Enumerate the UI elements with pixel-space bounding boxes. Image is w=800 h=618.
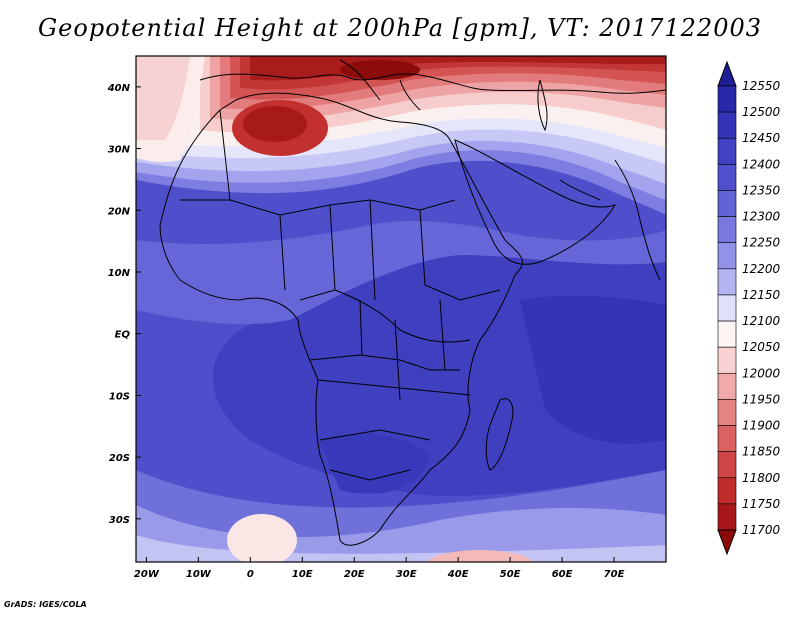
colorbar-label: 12150 — [742, 288, 781, 302]
colorbar-label: 12200 — [742, 262, 781, 276]
colorbar-swatch — [717, 425, 737, 452]
colorbar-label: 12350 — [742, 183, 781, 197]
lat-tick-label: 20N — [108, 206, 131, 217]
lat-tick-label: 40N — [107, 83, 131, 94]
colorbar-swatch — [717, 372, 737, 400]
colorbar-label: 11950 — [742, 392, 781, 406]
lon-tick-label: 60E — [552, 569, 573, 580]
colorbar-label: 12500 — [742, 105, 781, 119]
colorbar-label: 12550 — [742, 79, 781, 93]
lon-tick-label: 20W — [134, 569, 160, 580]
colorbar-label: 11800 — [742, 471, 781, 485]
map-title: Geopotential Height at 200hPa [gpm], VT:… — [38, 14, 762, 42]
plot-frame — [135, 55, 667, 563]
colorbar-swatch — [717, 242, 737, 270]
lon-tick-label: 20E — [344, 569, 365, 580]
lat-tick-label: 30N — [108, 145, 131, 156]
colorbar-top-arrow — [717, 60, 737, 87]
footer-credit: GrADS: IGES/COLA — [4, 600, 87, 609]
longitude-axis: 20W 10W 0 10E 20E 30E 40E 50E 60E 70E — [134, 557, 625, 580]
colorbar-swatch — [717, 216, 737, 244]
colorbar-label: 12250 — [742, 236, 781, 250]
colorbar: 12550 12500 12450 12400 12350 12300 12250 12200… — [717, 60, 781, 556]
lon-tick-label: 0 — [247, 569, 254, 580]
colorbar-swatch — [717, 268, 737, 296]
lon-tick-label: 50E — [500, 569, 521, 580]
colorbar-bottom-arrow — [717, 529, 737, 556]
colorbar-label: 12300 — [742, 210, 781, 224]
colorbar-swatch — [717, 477, 737, 505]
colorbar-swatch — [717, 164, 737, 191]
colorbar-swatch — [717, 190, 737, 217]
lat-tick-label: 10S — [109, 391, 130, 402]
height-field — [136, 56, 666, 562]
colorbar-swatch — [717, 137, 737, 165]
latitude-axis: 40N 30N 20N 10N EQ 10S 20S 30S — [107, 83, 141, 526]
colorbar-swatch — [717, 320, 737, 348]
lat-tick-label: 30S — [109, 515, 130, 526]
lon-tick-label: 30E — [396, 569, 417, 580]
colorbar-swatch — [717, 346, 737, 374]
colorbar-swatch — [717, 85, 737, 113]
coastlines — [159, 59, 666, 546]
colorbar-swatch — [717, 503, 737, 531]
colorbar-label: 12400 — [742, 157, 781, 171]
lon-tick-label: 10E — [292, 569, 313, 580]
colorbar-swatch — [717, 399, 737, 426]
colorbar-label: 12450 — [742, 131, 781, 145]
colorbar-label: 11900 — [742, 419, 781, 433]
lat-tick-label: EQ — [115, 330, 131, 341]
lat-tick-label: 10N — [108, 268, 131, 279]
lon-tick-label: 70E — [604, 569, 625, 580]
colorbar-swatch — [717, 451, 737, 479]
colorbar-label: 12100 — [742, 314, 781, 328]
lon-tick-label: 10W — [186, 569, 212, 580]
colorbar-label: 11850 — [742, 445, 781, 459]
colorbar-swatch — [717, 294, 737, 322]
colorbar-label: 12050 — [742, 340, 781, 354]
colorbar-label: 11750 — [742, 497, 781, 511]
lat-tick-label: 20S — [109, 453, 130, 464]
colorbar-label: 12000 — [742, 366, 781, 380]
colorbar-swatch — [717, 111, 737, 139]
lon-tick-label: 40E — [447, 569, 469, 580]
colorbar-label: 11700 — [742, 523, 781, 537]
